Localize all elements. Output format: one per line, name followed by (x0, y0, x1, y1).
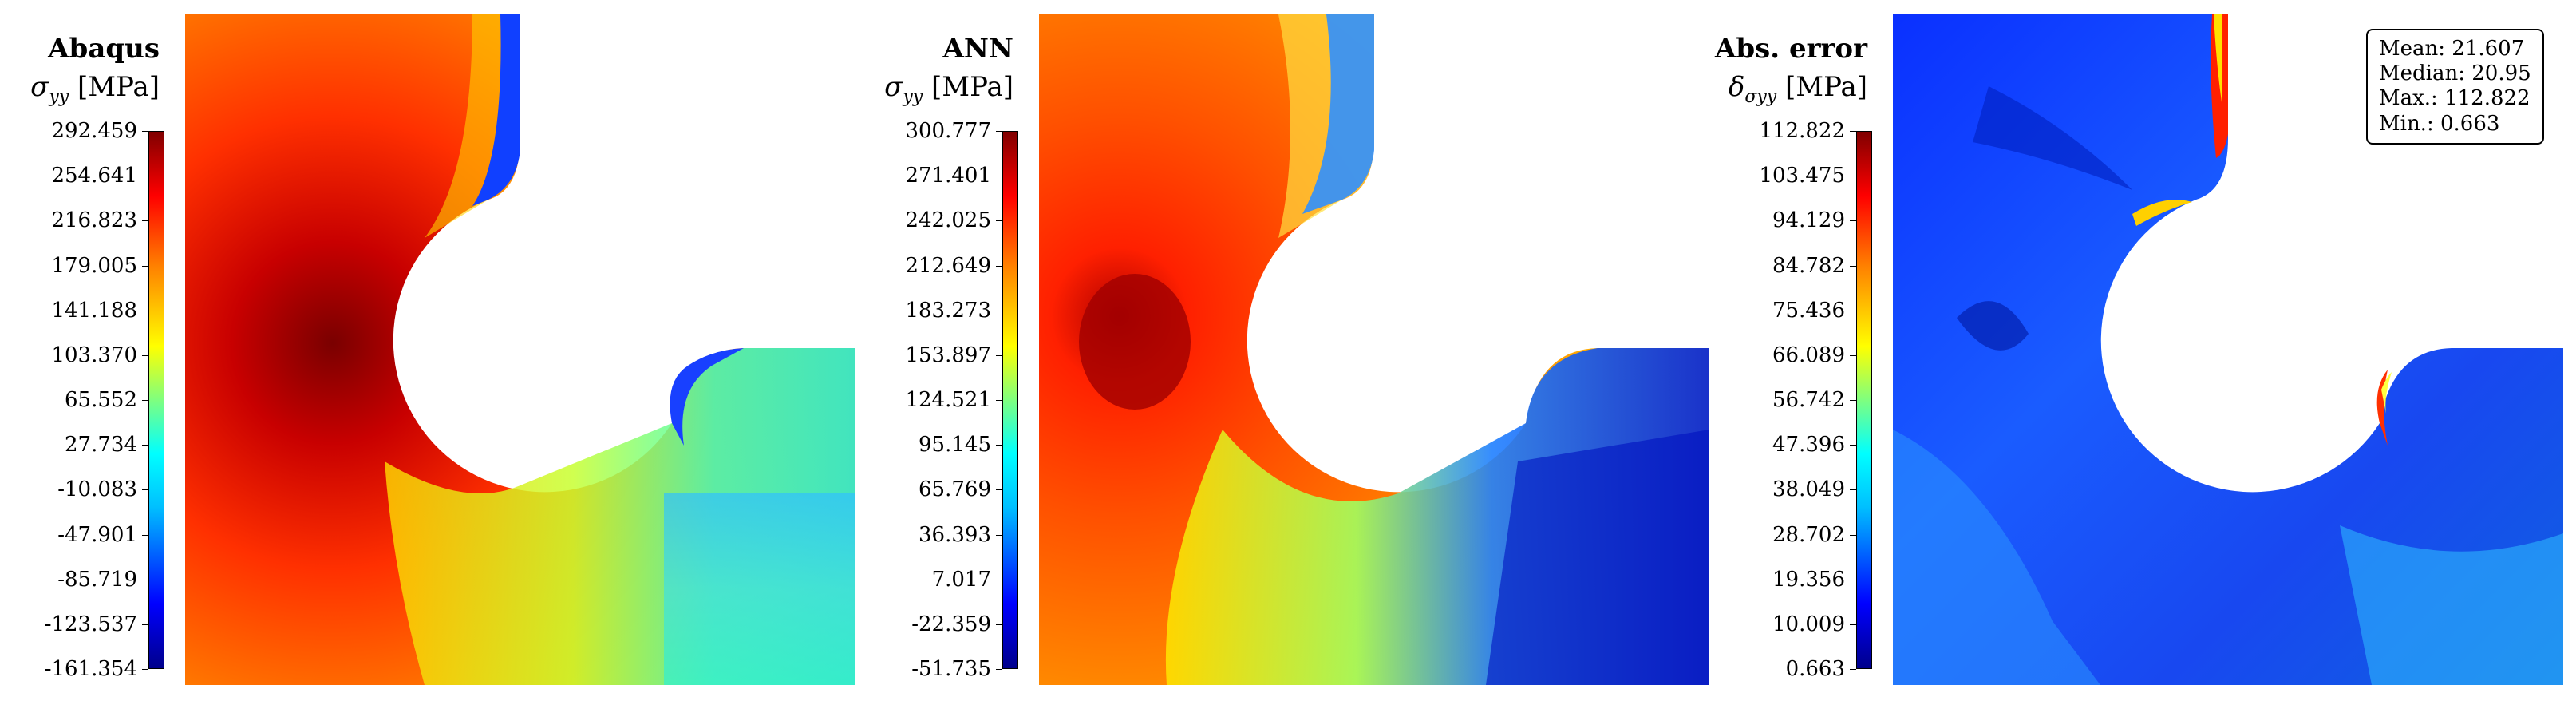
colorbar-tick-mark (996, 445, 1002, 446)
quantity-subscript: yy (903, 86, 923, 107)
colorbar-tick-label: 103.475 (1759, 164, 1845, 188)
colorbar-tick-mark (1850, 624, 1856, 625)
colorbar-tick-mark (996, 131, 1002, 132)
colorbar (148, 131, 164, 669)
panel-ann: ANN σyy [MPa] 300.777 271. (854, 0, 1709, 701)
colorbar-tick-label: -47.901 (57, 522, 137, 547)
stat-median: Median: 20.95 (2379, 61, 2531, 86)
colorbar-tick-label: 7.017 (931, 567, 991, 592)
colorbar-tick-mark (996, 354, 1002, 356)
quantity-subscript: yy (49, 86, 69, 107)
panel-title: Abs. error (1714, 33, 1867, 65)
colorbar-tick-label: 254.641 (51, 164, 137, 188)
colorbar-tick-label: -22.359 (911, 612, 991, 636)
colorbar-tick-label: -85.719 (57, 567, 137, 592)
panel-abaqus: Abaqus σyy [MPa] (0, 0, 855, 701)
quantity-symbol: σ (884, 71, 903, 103)
colorbar-tick-mark (996, 669, 1002, 670)
colorbar-tick-label: -10.083 (57, 477, 137, 502)
error-statistics-box: Mean: 21.607 Median: 20.95 Max.: 112.822… (2366, 29, 2544, 145)
panel-quantity-label: σyy [MPa] (0, 73, 160, 106)
colorbar-tick-label: 112.822 (1759, 119, 1845, 143)
colorbar-tick-mark (996, 534, 1002, 536)
colorbar-tick-label: 19.356 (1772, 567, 1845, 592)
colorbar-tick-mark (142, 220, 148, 222)
colorbar (1856, 131, 1872, 669)
colorbar-tick-label: 27.734 (65, 433, 137, 457)
colorbar-tick-label: 242.025 (905, 208, 991, 233)
colorbar-tick-mark (996, 220, 1002, 222)
colorbar-tick-mark (996, 400, 1002, 401)
stat-min: Min.: 0.663 (2379, 111, 2500, 136)
colorbar-tick-mark (1850, 131, 1856, 132)
colorbar-tick-label: 212.649 (905, 253, 991, 278)
panel-quantity-label: δσyy [MPa] (1708, 73, 1867, 106)
colorbar-tick-mark (142, 489, 148, 491)
quantity-symbol: δ (1728, 71, 1745, 103)
colorbar-tick-label: 292.459 (51, 119, 137, 143)
colorbar-tick-mark (1850, 445, 1856, 446)
colorbar-tick-mark (142, 400, 148, 401)
colorbar-tick-mark (1850, 534, 1856, 536)
colorbar-tick-mark (142, 534, 148, 536)
colorbar-tick-label: 183.273 (905, 298, 991, 323)
colorbar-tick-mark (1850, 489, 1856, 491)
colorbar-tick-mark (1850, 400, 1856, 401)
panel-title: ANN (942, 33, 1013, 65)
colorbar-tick-label: 65.552 (65, 388, 137, 412)
colorbar-tick-mark (142, 669, 148, 670)
colorbar-tick-label: 179.005 (51, 253, 137, 278)
stat-max: Max.: 112.822 (2379, 86, 2531, 111)
colorbar-tick-label: 75.436 (1772, 298, 1845, 323)
colorbar-tick-mark (1850, 220, 1856, 222)
colorbar-tick-label: -123.537 (44, 612, 137, 636)
colorbar-tick-label: 141.188 (51, 298, 137, 323)
panel-title: Abaqus (48, 33, 160, 65)
colorbar-tick-label: 95.145 (919, 433, 991, 457)
abaqus-stress-field (185, 14, 855, 685)
unit-label: [MPa] (1785, 71, 1867, 103)
panel-abs-error: Abs. error δσyy [MPa] Mean: 21.607 Media… (1708, 0, 2576, 701)
colorbar-tick-label: 47.396 (1772, 433, 1845, 457)
abs-error-field (1893, 14, 2563, 685)
colorbar-tick-mark (996, 624, 1002, 625)
unit-label: [MPa] (77, 71, 160, 103)
ann-stress-field (1039, 14, 1709, 685)
colorbar (1002, 131, 1018, 669)
colorbar-tick-label: 66.089 (1772, 343, 1845, 367)
colorbar-tick-mark (996, 265, 1002, 267)
colorbar-tick-label: 56.742 (1772, 388, 1845, 412)
colorbar-tick-label: 216.823 (51, 208, 137, 233)
colorbar-tick-mark (1850, 669, 1856, 670)
colorbar-tick-label: -51.735 (911, 657, 991, 681)
colorbar-tick-label: 300.777 (905, 119, 991, 143)
colorbar-tick-label: 38.049 (1772, 477, 1845, 502)
colorbar-tick-mark (142, 265, 148, 267)
colorbar-tick-mark (1850, 265, 1856, 267)
colorbar-tick-label: 153.897 (905, 343, 991, 367)
colorbar-tick-mark (996, 489, 1002, 491)
quantity-symbol: σ (30, 71, 49, 103)
colorbar-tick-label: 271.401 (905, 164, 991, 188)
colorbar-tick-mark (142, 445, 148, 446)
panel-quantity-label: σyy [MPa] (854, 73, 1013, 106)
colorbar-tick-label: 0.663 (1785, 657, 1845, 681)
colorbar-tick-label: 28.702 (1772, 522, 1845, 547)
colorbar-tick-label: 103.370 (51, 343, 137, 367)
quantity-subscript: σyy (1744, 86, 1777, 107)
colorbar-tick-mark (142, 131, 148, 132)
colorbar-tick-label: 84.782 (1772, 253, 1845, 278)
unit-label: [MPa] (931, 71, 1013, 103)
stat-mean: Mean: 21.607 (2379, 37, 2525, 61)
colorbar-tick-label: 94.129 (1772, 208, 1845, 233)
colorbar-tick-mark (1850, 354, 1856, 356)
colorbar-tick-label: 124.521 (905, 388, 991, 412)
colorbar-tick-label: 36.393 (919, 522, 991, 547)
colorbar-tick-label: 10.009 (1772, 612, 1845, 636)
colorbar-tick-mark (142, 624, 148, 625)
colorbar-tick-label: 65.769 (919, 477, 991, 502)
colorbar-tick-label: -161.354 (44, 657, 137, 681)
colorbar-tick-mark (142, 354, 148, 356)
